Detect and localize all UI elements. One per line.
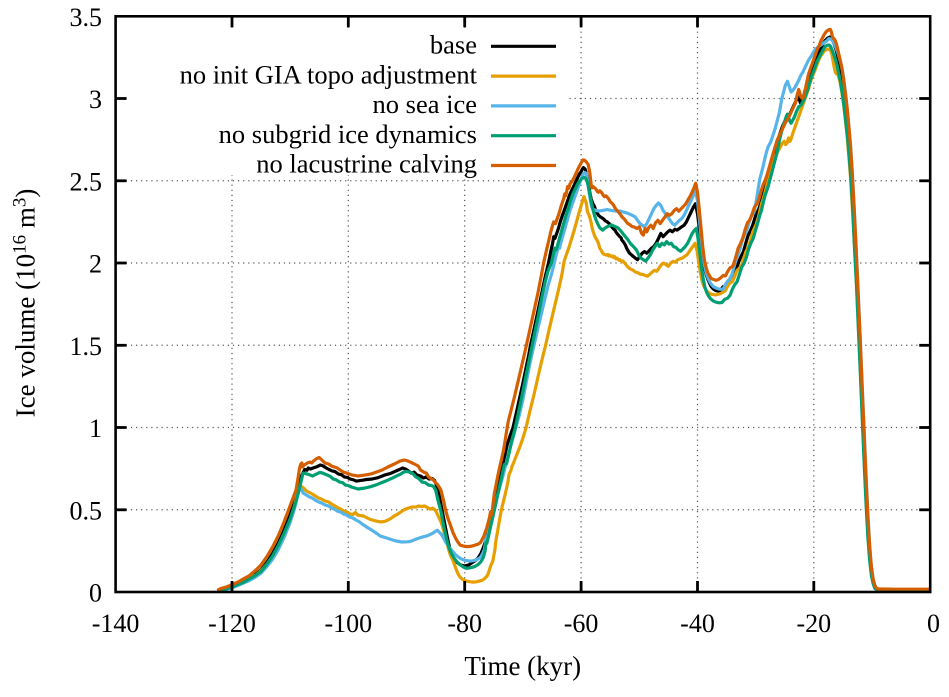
svg-text:1.5: 1.5 [70,332,103,361]
svg-text:0.5: 0.5 [70,496,103,525]
svg-text:2.5: 2.5 [70,167,103,196]
svg-text:no subgrid ice dynamics: no subgrid ice dynamics [219,119,477,149]
svg-text:-80: -80 [447,609,482,638]
svg-text:no lacustrine calving: no lacustrine calving [256,149,477,179]
svg-text:no sea ice: no sea ice [373,89,477,119]
svg-text:Time (kyr): Time (kyr) [464,651,581,681]
svg-text:3: 3 [89,85,102,114]
svg-text:0: 0 [89,579,102,608]
svg-text:-60: -60 [564,609,599,638]
svg-text:3.5: 3.5 [70,3,103,32]
svg-text:2: 2 [89,250,102,279]
svg-text:-120: -120 [208,609,256,638]
svg-text:-100: -100 [324,609,372,638]
svg-text:-140: -140 [92,609,140,638]
svg-text:Ice volume (1016 m3): Ice volume (1016 m3) [10,189,41,418]
svg-text:base: base [430,30,477,60]
svg-text:-20: -20 [796,609,831,638]
svg-text:-40: -40 [680,609,715,638]
svg-text:1: 1 [89,414,102,443]
svg-text:no init GIA topo adjustment: no init GIA topo adjustment [180,59,478,89]
svg-text:0: 0 [927,609,940,638]
